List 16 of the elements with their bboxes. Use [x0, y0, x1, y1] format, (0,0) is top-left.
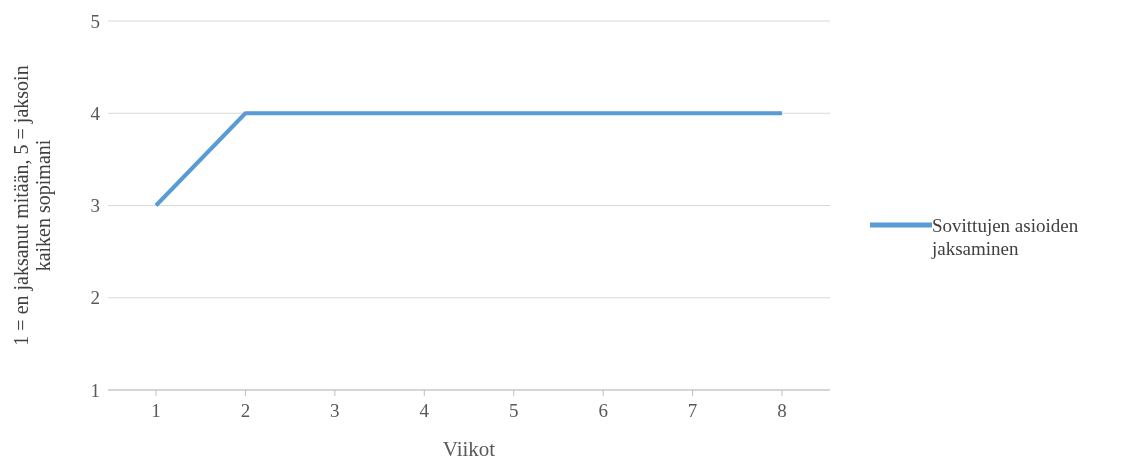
x-tick-label: 7: [687, 400, 698, 422]
y-tick-label: 2: [90, 287, 100, 309]
x-tick-label: 1: [151, 400, 161, 422]
y-tick-label: 1: [90, 379, 100, 401]
y-tick-label: 3: [90, 195, 100, 217]
x-tick-label: 2: [240, 400, 251, 422]
y-tick-label: 4: [90, 103, 101, 124]
x-tick-label: 5: [508, 400, 519, 422]
x-tick-label: 8: [777, 400, 787, 422]
y-tick-label: 5: [90, 10, 100, 32]
x-tick-label: 4: [419, 400, 430, 422]
x-tick-label: 6: [598, 400, 608, 422]
x-tick-label: 3: [330, 400, 340, 422]
x-axis-title: Viikot: [442, 437, 496, 461]
y-axis-title: 1 = en jaksanut mitään, 5 = jaksoin kaiken sopimani: [10, 65, 55, 346]
legend-label: Sovittujen asioiden jaksaminen: [932, 214, 1080, 260]
